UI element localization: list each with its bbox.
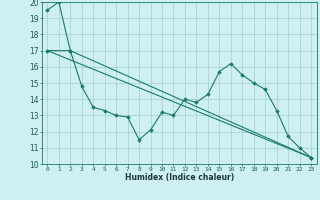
X-axis label: Humidex (Indice chaleur): Humidex (Indice chaleur) <box>124 173 234 182</box>
